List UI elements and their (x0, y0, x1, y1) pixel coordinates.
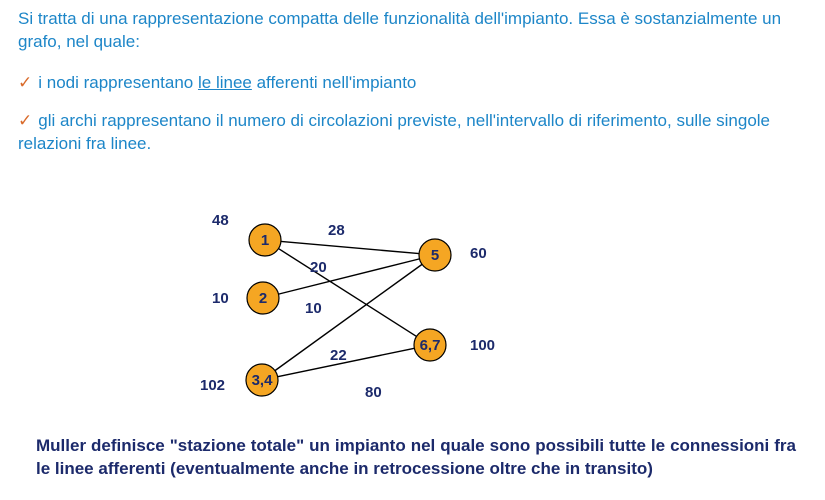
graph-edge (281, 241, 419, 253)
node-ext-label: 60 (470, 245, 487, 262)
graph-edge (275, 264, 422, 370)
footer-paragraph: Muller definisce "stazione totale" un im… (36, 435, 796, 481)
bullet-1-post: afferenti nell'impianto (252, 73, 417, 92)
node-label: 5 (431, 247, 439, 264)
bullet-2: ✓gli archi rappresentano il numero di ci… (18, 110, 808, 156)
line-graph: 28 20 10 22 80 1 48 2 10 3,4 102 5 60 6,7 100 (150, 205, 650, 425)
graph-edge (278, 249, 416, 337)
footer-text: Muller definisce "stazione totale" un im… (36, 436, 796, 478)
check-icon: ✓ (18, 73, 32, 92)
intro-text: Si tratta di una rappresentazione compat… (18, 9, 781, 51)
node-ext-label: 102 (200, 377, 225, 394)
edge-label: 10 (305, 300, 322, 317)
bullet-1-pre: i nodi rappresentano (38, 73, 198, 92)
edge-label: 22 (330, 347, 347, 364)
edge-label: 80 (365, 384, 382, 401)
node-label: 6,7 (420, 337, 441, 354)
node-label: 2 (259, 290, 267, 307)
node-label: 1 (261, 232, 269, 249)
node-ext-label: 10 (212, 290, 229, 307)
bullet-1-underline: le linee (198, 73, 252, 92)
node-ext-label: 100 (470, 337, 495, 354)
node-label: 3,4 (252, 372, 274, 389)
edge-label: 20 (310, 259, 327, 276)
edge-label: 28 (328, 222, 345, 239)
graph-edge (279, 259, 420, 294)
check-icon: ✓ (18, 111, 32, 130)
bullet-2-text: gli archi rappresentano il numero di cir… (18, 111, 770, 153)
intro-paragraph: Si tratta di una rappresentazione compat… (18, 8, 808, 54)
node-ext-label: 48 (212, 212, 229, 229)
bullet-1: ✓ i nodi rappresentano le linee afferenti… (18, 72, 808, 95)
